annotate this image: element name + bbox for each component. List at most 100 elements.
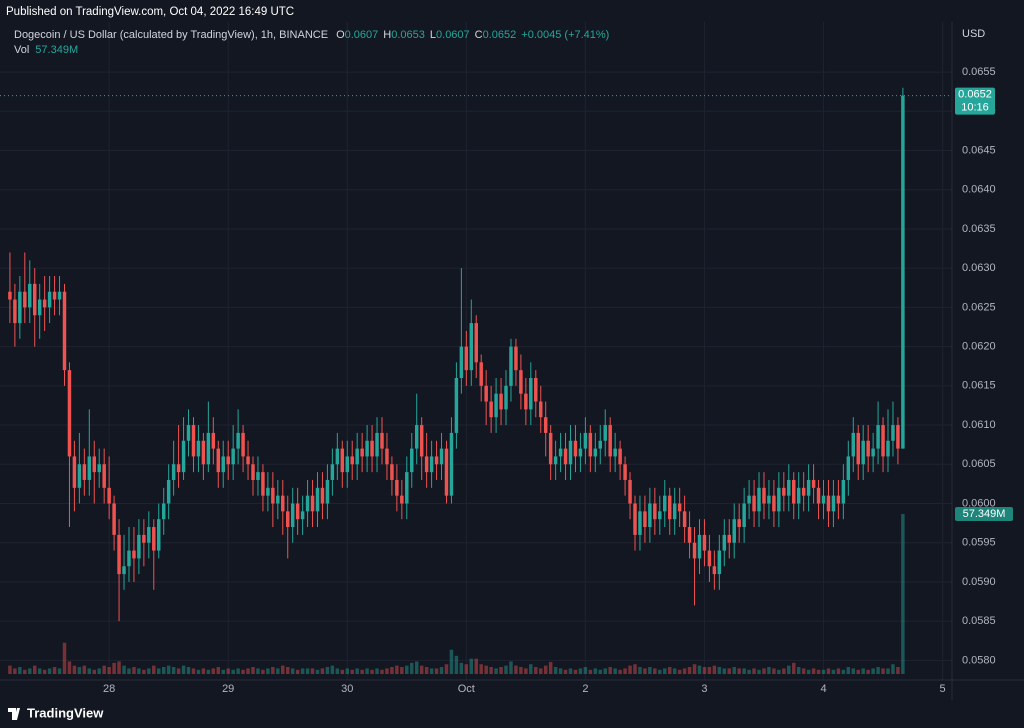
candle-body [563,448,568,465]
volume-bar [539,668,543,674]
volume-bar [171,667,176,674]
volume-bar [474,658,478,674]
volume-bar [553,667,558,674]
candle-body [806,479,811,496]
candle-body [77,464,82,488]
volume-bar [658,669,662,674]
y-tick-label: 0.0600 [962,497,996,509]
volume-bar [57,668,62,674]
volume-name: Vol [14,44,29,56]
volume-bar [583,667,588,674]
candle-body [370,440,374,457]
candle-body [8,291,12,300]
candle-body [717,550,722,575]
volume-bar [424,667,429,674]
candle-body [638,511,642,535]
volume-bar [479,664,483,674]
x-tick-label: 28 [103,683,115,695]
candle-body [13,299,17,324]
candle-body [618,448,622,465]
candle-body [276,495,280,504]
volume-bar [112,662,116,674]
volume-bar [350,669,354,674]
candle-body [459,346,464,378]
candle-body [419,425,424,457]
candle-body [32,283,37,316]
volume-bar [558,668,563,674]
y-tick-label: 0.0610 [962,419,996,431]
volume-bar [861,668,865,674]
candle-body [816,487,821,504]
volume-bar [414,661,419,674]
candle-body [772,495,776,512]
candle-body [548,432,553,465]
ohlc-value: 0.0607 [345,29,379,41]
volume-bar [92,669,96,674]
volume-bar [886,668,890,674]
candle-body [667,495,672,520]
candle-body [866,440,870,457]
volume-bar [648,667,652,674]
candle-body [400,495,404,504]
volume-label: 57.349M [963,508,1006,520]
candle-body [414,425,419,449]
volume-bar [117,661,121,674]
volume-bar [320,668,325,674]
candle-body [42,299,47,308]
volume-bar [18,667,22,674]
volume-bar [127,668,131,674]
volume-bar [28,668,32,674]
candle-body [385,448,389,465]
volume-bar [568,668,573,674]
candle-body [310,495,315,512]
candle-body [424,456,429,473]
volume-bar [47,668,52,674]
y-tick-label: 0.0655 [962,66,996,78]
volume-bar [360,669,364,674]
candle-body [871,448,875,457]
volume-bar [295,669,300,674]
candle-body [474,323,478,363]
candle-body [439,448,444,465]
candle-body [826,495,831,512]
candle-body [325,479,330,504]
volume-bar [444,664,449,674]
volume-bar [375,668,379,674]
volume-bar [325,667,330,674]
candle-body [553,456,558,465]
candle-body [201,440,206,465]
candle-body [216,448,221,473]
volume-bar [871,668,875,674]
candle-body [682,511,687,528]
volume-bar [752,668,756,674]
candle-body [727,534,731,543]
volume-bar [42,669,47,674]
candle-body [767,495,771,504]
candle-body [524,393,528,410]
volume-bar [365,668,369,674]
ohlc-value: 0.0607 [436,29,470,41]
volume-bar [52,667,57,674]
candle-body [449,432,454,496]
volume-bar [32,665,37,674]
candle-body [246,456,250,465]
candle-body [290,503,295,528]
volume-bar [469,658,474,674]
volume-bar [216,667,221,674]
price-label: 0.0652 [958,89,992,101]
volume-bar [618,669,622,674]
candle-body [261,472,265,496]
volume-bar [355,668,359,674]
candle-body [340,448,345,473]
candle-body [410,448,414,473]
volume-bar [692,664,697,674]
volume-bar [82,665,87,674]
candle-body [762,487,766,504]
candle-body [737,519,741,528]
volume-bar [315,669,320,674]
volume-bar [147,668,151,674]
volume-bar [305,668,310,674]
candle-body [365,440,369,457]
volume-bar [672,668,677,674]
candle-body [658,511,662,520]
